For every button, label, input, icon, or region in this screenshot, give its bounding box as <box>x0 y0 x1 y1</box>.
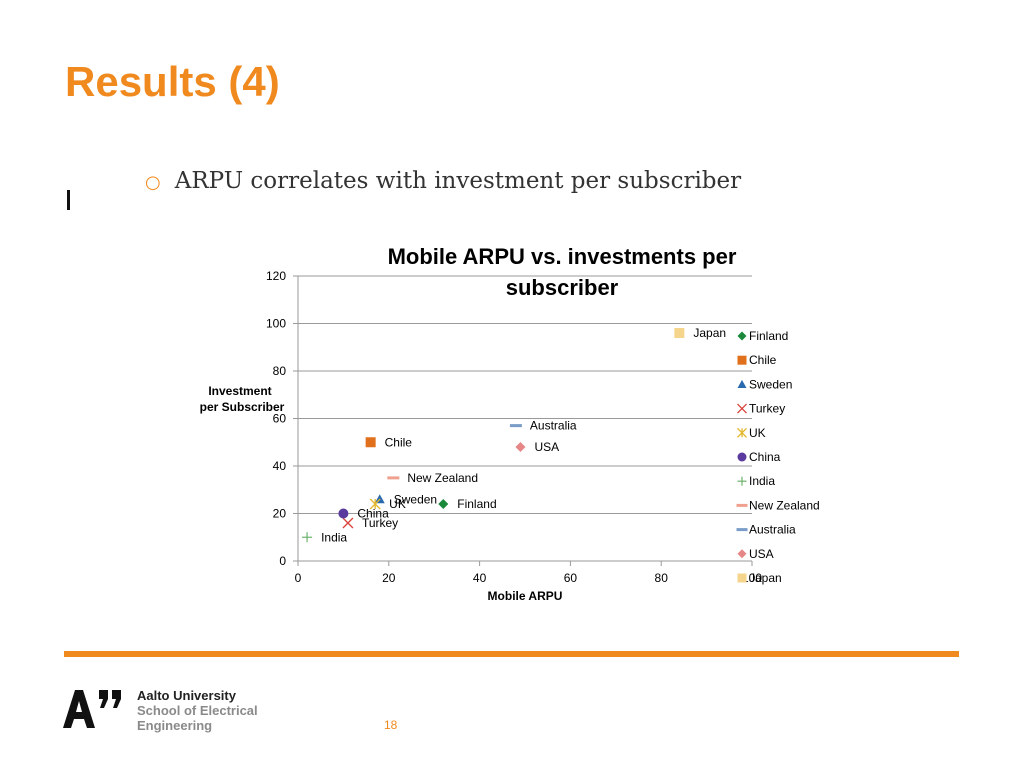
data-point-india: India <box>302 530 347 544</box>
data-point-new-zealand: New Zealand <box>387 471 478 485</box>
data-point-japan: Japan <box>674 326 726 340</box>
data-point-usa: USA <box>515 440 559 454</box>
data-point-marker <box>302 532 313 543</box>
text-cursor <box>67 190 70 210</box>
university-line-3: Engineering <box>137 718 213 733</box>
data-point-turkey: Turkey <box>342 516 398 530</box>
chart-gridlines <box>298 275 752 514</box>
data-point-sweden: Sweden <box>374 492 437 506</box>
university-line-2: School of Electrical <box>137 703 258 718</box>
data-point-label: Turkey <box>362 516 398 530</box>
chart-title: Mobile ARPU vs. investments per subscribe… <box>388 244 737 300</box>
legend-entry-uk: UK <box>737 426 766 440</box>
data-point-label: Sweden <box>394 492 437 506</box>
legend-marker <box>737 355 747 365</box>
x-tick-label: 80 <box>655 571 669 585</box>
data-point-marker <box>342 517 354 529</box>
data-point-chile: Chile <box>365 435 413 449</box>
x-tick-label: 40 <box>473 571 487 585</box>
x-tick-label: 100 <box>742 571 762 585</box>
page-number: 18 <box>384 718 398 732</box>
legend-label: China <box>749 450 781 464</box>
bullet-text: ARPU correlates with investment per subs… <box>174 168 742 194</box>
y-tick-label: 80 <box>273 364 287 378</box>
x-axis-label: Mobile ARPU <box>488 589 563 603</box>
legend-entry-japan: Japan <box>737 571 782 585</box>
data-point-label: Japan <box>693 326 726 340</box>
slide-title: Results (4) <box>65 58 280 105</box>
university-name: Aalto University School of Electrical En… <box>137 688 258 733</box>
x-axis-ticks: 0 20 40 60 80 100 <box>295 561 762 585</box>
data-point-label: India <box>321 530 347 544</box>
y-tick-label: 40 <box>273 459 287 473</box>
bullet-circle-icon: ○ <box>145 171 161 193</box>
legend-entry-new-zealand: New Zealand <box>736 498 820 512</box>
legend-marker <box>737 573 747 583</box>
legend-label: New Zealand <box>749 498 820 512</box>
y-axis-ticks: 0 20 40 60 80 100 120 <box>266 269 298 568</box>
legend-marker <box>737 379 747 388</box>
legend-marker <box>737 452 747 462</box>
legend-marker <box>737 476 747 486</box>
legend-label: USA <box>749 547 774 561</box>
data-point-marker <box>438 499 449 509</box>
data-point-label: Chile <box>385 435 413 449</box>
legend-entry-china: China <box>737 450 781 464</box>
legend-label: Turkey <box>749 402 785 416</box>
data-point-marker <box>515 442 526 452</box>
data-point-china: China <box>338 507 389 521</box>
data-point-label: New Zealand <box>407 471 478 485</box>
legend-label: Sweden <box>749 377 792 391</box>
legend-marker <box>736 528 748 532</box>
legend-label: Japan <box>749 571 782 585</box>
data-point-label: Australia <box>530 419 577 433</box>
data-point-marker <box>674 328 685 338</box>
data-point-label: Finland <box>457 497 496 511</box>
legend-label: Australia <box>749 523 796 537</box>
x-tick-label: 0 <box>295 571 302 585</box>
data-point-uk: UK <box>369 497 406 511</box>
legend-label: Chile <box>749 353 777 367</box>
legend-marker <box>737 427 747 438</box>
aalto-logo-icon <box>63 690 121 728</box>
y-tick-label: 120 <box>266 269 286 283</box>
legend-label: Finland <box>749 329 788 343</box>
data-point-marker <box>509 424 522 428</box>
legend-entry-india: India <box>737 474 775 488</box>
university-line-1: Aalto University <box>137 688 236 703</box>
chart-legend: Finland Chile Sweden Turkey UK China India New … <box>736 329 820 585</box>
legend-marker <box>736 503 748 507</box>
legend-entry-finland: Finland <box>737 329 788 343</box>
data-point-marker <box>387 476 400 480</box>
x-tick-label: 20 <box>382 571 396 585</box>
data-point-marker <box>369 498 381 510</box>
legend-marker <box>737 331 747 341</box>
legend-marker <box>737 549 747 559</box>
legend-entry-usa: USA <box>737 547 774 561</box>
data-point-marker <box>338 508 349 519</box>
y-tick-label: 20 <box>273 507 287 521</box>
bullet-item: ○ ARPU correlates with investment per su… <box>145 168 741 194</box>
y-tick-label: 100 <box>266 317 286 331</box>
y-axis-label: Investment per Subscriber <box>200 384 285 414</box>
legend-entry-australia: Australia <box>736 523 796 537</box>
data-point-label: USA <box>534 440 559 454</box>
scatter-chart: 0 20 40 60 80 100 120 0 20 40 60 80 100 Mobile ARPU… <box>200 244 820 603</box>
data-point-label: China <box>357 507 389 521</box>
legend-entry-sweden: Sweden <box>737 377 792 391</box>
legend-marker <box>737 403 747 414</box>
y-tick-label: 60 <box>273 412 287 426</box>
data-point-finland: Finland <box>438 497 497 511</box>
x-tick-label: 60 <box>564 571 578 585</box>
footer-divider <box>64 651 959 657</box>
legend-entry-turkey: Turkey <box>737 402 785 416</box>
data-point-australia: Australia <box>509 419 577 433</box>
legend-label: India <box>749 474 775 488</box>
legend-entry-chile: Chile <box>737 353 777 367</box>
legend-label: UK <box>749 426 766 440</box>
data-point-label: UK <box>389 497 406 511</box>
data-point-marker <box>365 437 376 448</box>
y-tick-label: 0 <box>279 554 286 568</box>
